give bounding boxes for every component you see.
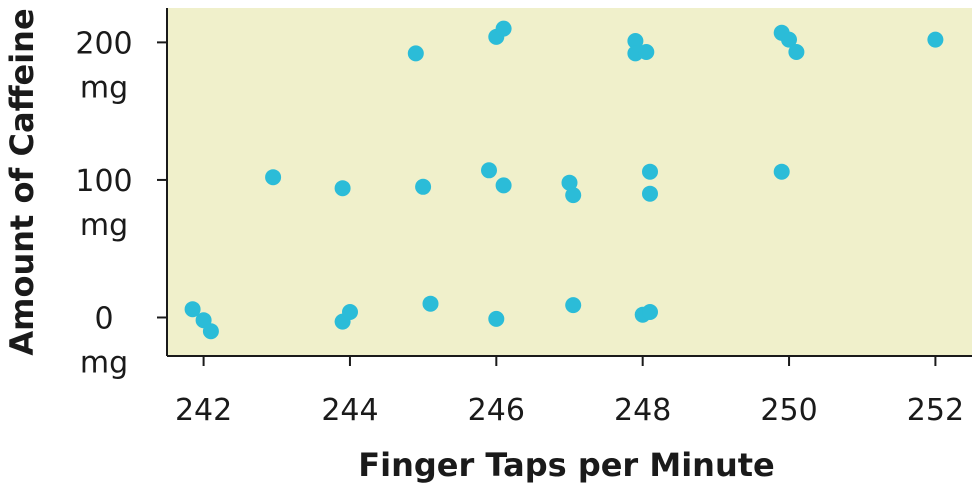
y-tick-label: 0 — [94, 301, 113, 336]
x-tick-label: 242 — [175, 393, 232, 428]
x-axis-ticks: 242 244 246 248 250 252 — [175, 356, 964, 428]
data-point — [488, 310, 505, 327]
y-tick-label: 200 — [75, 26, 132, 61]
data-point — [627, 33, 644, 49]
data-point — [415, 178, 432, 195]
data-point — [422, 295, 439, 312]
y-tick-unit: mg — [80, 345, 128, 380]
data-point — [495, 20, 512, 37]
data-points — [184, 20, 944, 340]
y-axis-ticks: 0 mg 100 mg 200 mg — [75, 26, 167, 380]
data-point — [334, 180, 351, 197]
data-point — [642, 163, 658, 180]
data-point — [638, 44, 655, 60]
data-point — [927, 31, 944, 48]
data-point — [407, 45, 424, 62]
data-point — [495, 177, 512, 194]
y-tick-label: 100 — [75, 164, 132, 199]
data-point — [773, 163, 790, 180]
data-point — [202, 323, 219, 340]
y-tick-unit: mg — [80, 70, 128, 105]
data-point — [265, 169, 282, 186]
data-point — [788, 44, 805, 60]
data-point — [642, 185, 658, 202]
data-point — [481, 162, 497, 179]
data-point — [781, 31, 797, 48]
x-tick-label: 252 — [907, 393, 964, 428]
data-point — [565, 297, 582, 314]
x-tick-label: 244 — [321, 393, 378, 428]
data-point — [184, 301, 201, 318]
x-tick-label: 248 — [614, 393, 671, 428]
data-point — [561, 174, 578, 191]
y-tick-unit: mg — [80, 208, 128, 243]
data-point — [642, 304, 658, 320]
y-axis-title: Amount of Caffeine — [3, 8, 41, 355]
x-tick-label: 246 — [468, 393, 525, 428]
data-point — [342, 304, 358, 320]
x-tick-label: 250 — [760, 393, 817, 428]
data-point — [565, 187, 582, 204]
x-axis-title: Finger Taps per Minute — [358, 446, 774, 484]
